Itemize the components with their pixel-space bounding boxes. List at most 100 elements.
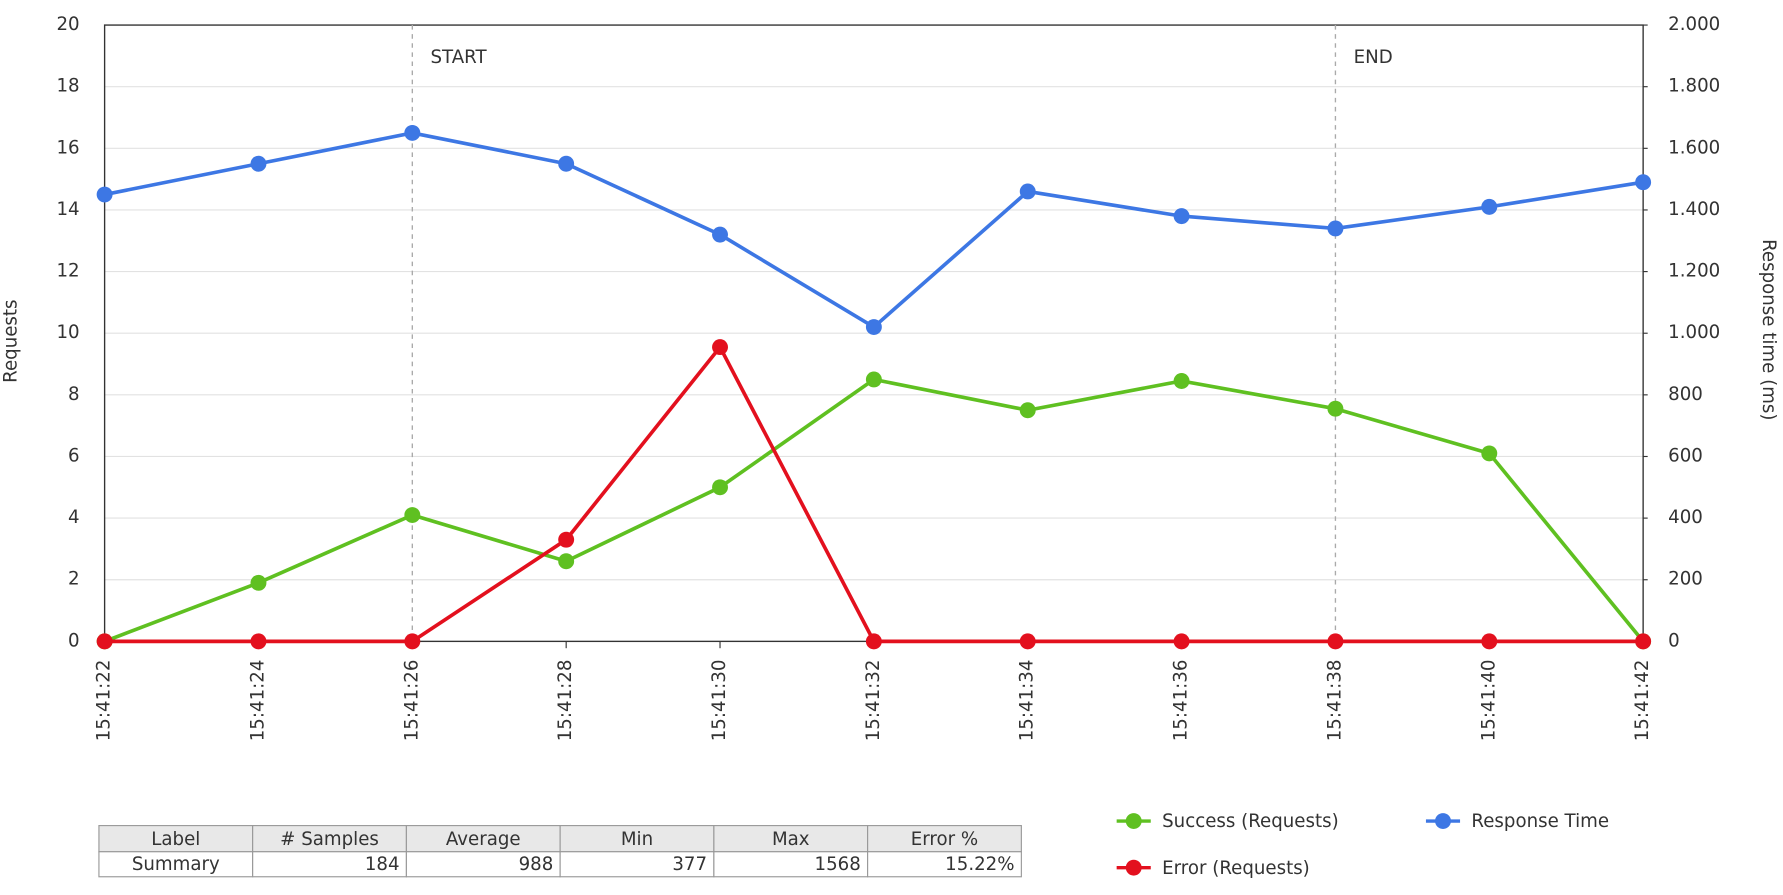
data-point [404, 124, 421, 141]
series-line [103, 377, 1645, 644]
table-header: Error % [911, 829, 978, 850]
x-tick-label: 15:41:24 [247, 660, 268, 742]
series-line [104, 345, 1644, 644]
data-point [1635, 174, 1652, 191]
table-cell [405, 851, 561, 878]
data-point [1481, 198, 1498, 215]
annotation-label: END [1354, 47, 1393, 68]
y2-tick-label: 600 [1668, 445, 1703, 466]
table-cell-text: 15.22% [945, 854, 1014, 875]
y2-axis-label: Response time (ms) [1758, 239, 1779, 420]
annotation-label: START [431, 47, 488, 68]
y-axis-label: Requests [0, 299, 21, 382]
x-tick-label: 15:41:22 [94, 660, 115, 742]
y2-tick-label: 0 [1668, 630, 1680, 651]
y2-tick-label: 1.200 [1668, 261, 1720, 282]
y2-tick-label: 800 [1668, 384, 1703, 405]
legend-label: Response Time [1471, 811, 1609, 832]
data-point [1019, 183, 1036, 200]
y-tick-label: 12 [56, 261, 79, 282]
data-point [712, 226, 728, 243]
table-cell-text: 988 [519, 854, 554, 875]
y-tick-label: 18 [56, 76, 79, 97]
legend-marker [1435, 813, 1451, 830]
table-header-cell [405, 825, 561, 853]
table-cell [252, 851, 407, 878]
x-tick-label: 15:41:36 [1171, 660, 1192, 742]
y-tick-label: 16 [56, 137, 79, 158]
data-point [1173, 633, 1190, 650]
y2-tick-label: 200 [1668, 569, 1703, 590]
x-tick-label: 15:41:42 [1632, 660, 1653, 742]
table-header-cell [867, 825, 1022, 853]
data-point [1327, 400, 1344, 417]
table-header-cell [559, 825, 715, 853]
table-cell [559, 851, 715, 878]
table-header-cell [98, 825, 254, 853]
data-point [96, 633, 113, 650]
data-point [865, 633, 882, 650]
y-tick-label: 8 [68, 384, 80, 405]
legend-marker [1125, 813, 1142, 830]
data-point [1481, 633, 1498, 650]
y-tick-label: 14 [56, 199, 79, 220]
data-point [250, 574, 267, 591]
data-point [558, 531, 575, 548]
data-point [1327, 633, 1344, 650]
y-tick-label: 20 [56, 14, 79, 35]
data-point [250, 633, 267, 650]
table-header: Label [151, 829, 200, 850]
x-tick-label: 15:41:40 [1478, 660, 1499, 742]
table-cell-text: Summary [132, 854, 220, 875]
data-point [250, 155, 267, 172]
data-point [1019, 402, 1036, 419]
series-line [104, 131, 1644, 329]
table-cell-text: 184 [365, 854, 400, 875]
y-tick-label: 6 [68, 445, 80, 466]
table-cell [98, 851, 254, 878]
data-point [1635, 633, 1652, 650]
table-cell-text: 1568 [815, 854, 861, 875]
data-point [1173, 208, 1190, 225]
x-tick-label: 15:41:32 [863, 660, 884, 742]
data-point [1019, 633, 1036, 650]
table-header-cell [713, 825, 869, 853]
x-tick-label: 15:41:30 [709, 660, 730, 742]
data-point [404, 633, 421, 650]
y2-tick-label: 1.800 [1668, 76, 1720, 97]
legend-marker [1125, 859, 1142, 876]
data-point [865, 371, 882, 388]
table-header: # Samples [280, 829, 379, 850]
legend-label: Success (Requests) [1162, 811, 1339, 832]
y-tick-label: 10 [56, 322, 79, 343]
table-header: Max [772, 829, 810, 850]
table-header: Min [621, 829, 653, 850]
data-point [865, 319, 882, 336]
table-cell-text: 377 [672, 854, 707, 875]
data-point [712, 339, 728, 356]
data-point [1481, 445, 1498, 462]
legend-label: Error (Requests) [1162, 858, 1310, 879]
y2-tick-label: 1.000 [1668, 322, 1720, 343]
x-tick-label: 15:41:28 [555, 660, 576, 742]
data-point [558, 155, 575, 172]
data-point [1173, 373, 1190, 389]
y2-tick-label: 2.000 [1668, 14, 1720, 35]
y2-tick-label: 1.400 [1668, 199, 1720, 220]
x-tick-label: 15:41:38 [1324, 660, 1345, 742]
table-header: Average [446, 829, 521, 850]
y-tick-label: 0 [68, 630, 80, 651]
data-point [1327, 220, 1344, 237]
table-cell [867, 851, 1022, 878]
data-point [96, 186, 113, 203]
y-tick-label: 4 [68, 507, 80, 528]
data-point [404, 507, 421, 523]
data-point [712, 479, 728, 496]
y-tick-label: 2 [68, 569, 80, 590]
y2-tick-label: 400 [1668, 507, 1703, 528]
data-point [558, 553, 575, 570]
x-tick-label: 15:41:34 [1017, 660, 1038, 742]
x-tick-label: 15:41:26 [401, 660, 422, 742]
